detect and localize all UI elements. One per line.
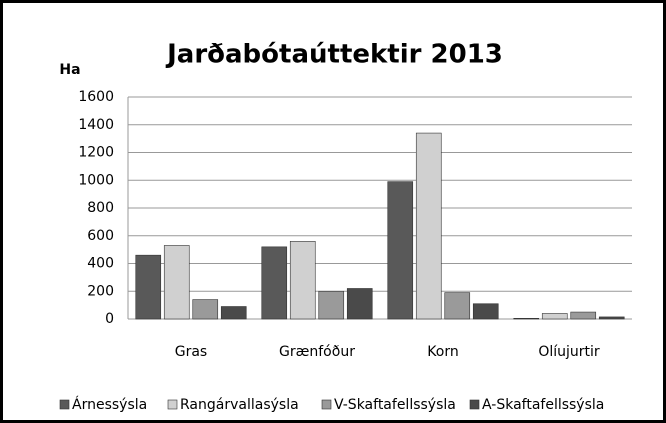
bar	[598, 316, 625, 320]
x-tick-label: Gras	[175, 344, 207, 360]
legend-label: V-Skaftafellssýsla	[334, 397, 456, 413]
y-axis-label: Ha	[59, 62, 80, 78]
bar	[289, 241, 316, 320]
chart-title: Jarðabótaúttektir 2013	[165, 40, 503, 70]
legend-label: A-Skaftafellssýsla	[482, 397, 604, 413]
legend-swatch	[59, 399, 70, 410]
bar	[444, 292, 471, 320]
bar	[318, 290, 345, 320]
y-tick-label: 1600	[78, 89, 114, 105]
x-tick-label: Olíujurtir	[538, 344, 600, 360]
y-tick-label: 1400	[78, 117, 114, 133]
legend-label: Árnessýsla	[72, 396, 147, 413]
bar	[346, 288, 373, 320]
legend-swatch	[167, 399, 178, 410]
bar	[570, 311, 597, 320]
y-tick-label: 400	[87, 256, 114, 272]
bar	[163, 245, 190, 320]
y-tick-label: 1200	[78, 145, 114, 161]
legend-swatch	[469, 399, 480, 410]
y-tick-label: 600	[87, 228, 114, 244]
bar	[415, 132, 442, 320]
y-tick-label: 0	[105, 311, 114, 327]
legend-swatch	[321, 399, 332, 410]
y-tick-label: 1000	[78, 172, 114, 188]
bar	[220, 306, 247, 320]
bar	[135, 254, 162, 320]
bar	[387, 181, 414, 320]
bar	[541, 313, 568, 320]
legend-label: Rangárvallasýsla	[180, 397, 299, 413]
bar	[472, 303, 499, 320]
bar	[261, 246, 288, 320]
y-tick-label: 800	[87, 200, 114, 216]
x-tick-label: Korn	[427, 344, 458, 360]
bar	[513, 318, 540, 320]
y-tick-label: 200	[87, 283, 114, 299]
bar	[192, 299, 219, 320]
x-tick-label: Grænfóður	[279, 344, 355, 360]
